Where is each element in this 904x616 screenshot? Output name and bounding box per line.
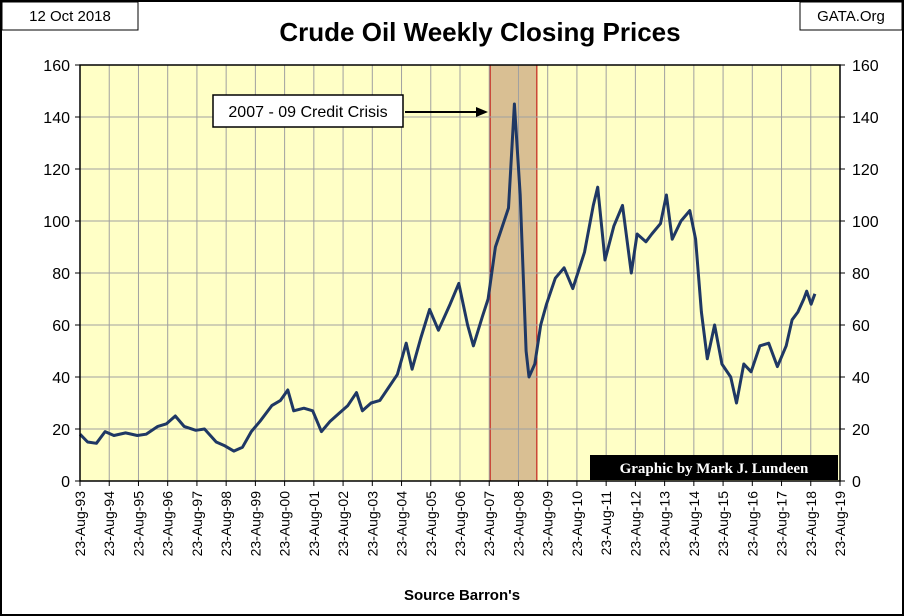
x-tick-label: 23-Aug-99 (247, 491, 263, 557)
y2-tick-label: 80 (852, 266, 870, 283)
y-tick-label: 140 (43, 110, 70, 127)
x-axis-label: Source Barron's (404, 587, 520, 604)
x-tick-label: 23-Aug-96 (160, 491, 176, 557)
x-tick-label: 23-Aug-15 (715, 491, 731, 557)
y2-tick-label: 20 (852, 422, 870, 439)
x-tick-label: 23-Aug-00 (277, 491, 293, 557)
x-tick-label: 23-Aug-11 (598, 491, 614, 556)
x-tick-label: 23-Aug-05 (423, 491, 439, 557)
x-tick-label: 23-Aug-17 (774, 491, 790, 557)
x-tick-label: 23-Aug-18 (803, 491, 819, 557)
plot-border (79, 64, 841, 482)
x-tick-label: 23-Aug-16 (744, 491, 760, 557)
y-tick-label: 120 (43, 162, 70, 179)
x-tick-label: 23-Aug-97 (189, 491, 205, 557)
x-tick-label: 23-Aug-95 (130, 491, 146, 557)
y-tick-label: 80 (52, 266, 70, 283)
x-tick-label: 23-Aug-94 (101, 491, 117, 557)
x-tick-label: 23-Aug-19 (832, 491, 848, 557)
y2-tick-label: 0 (852, 474, 861, 491)
x-tick-label: 23-Aug-02 (335, 491, 351, 557)
x-tick-label: 23-Aug-13 (657, 491, 673, 557)
x-tick-label: 23-Aug-04 (394, 491, 410, 557)
arrow-head (476, 107, 488, 117)
credit-box (590, 455, 838, 480)
x-tick-label: 23-Aug-01 (306, 491, 322, 557)
y-tick-label: 160 (43, 58, 70, 75)
x-tick-label: 23-Aug-03 (364, 491, 380, 557)
x-tick-label: 23-Aug-93 (72, 491, 88, 557)
annotation: 2007 - 09 Credit Crisis (228, 104, 387, 121)
annotation-box (212, 94, 404, 128)
price-line (78, 102, 817, 453)
y2-tick-label: 40 (852, 370, 870, 387)
y2-tick-label: 140 (852, 110, 879, 127)
x-tick-label: 23-Aug-14 (686, 491, 702, 557)
y-tick-label: 100 (43, 214, 70, 231)
x-tick-label: 23-Aug-08 (510, 491, 526, 557)
chart-title: Crude Oil Weekly Closing Prices (279, 17, 680, 47)
site-box (799, 1, 903, 31)
x-tick-label: 23-Aug-09 (540, 491, 556, 557)
y-tick-label: 20 (52, 422, 70, 439)
x-tick-label: 23-Aug-10 (569, 491, 585, 557)
y2-tick-label: 120 (852, 162, 879, 179)
date-box (1, 1, 139, 31)
y-tick-label: 0 (61, 474, 70, 491)
y-tick-label: 60 (52, 318, 70, 335)
credit: Graphic by Mark J. Lundeen (620, 461, 809, 477)
y2-tick-label: 60 (852, 318, 870, 335)
x-tick-label: 23-Aug-06 (452, 491, 468, 557)
x-tick-label: 23-Aug-12 (627, 491, 643, 557)
y-tick-label: 40 (52, 370, 70, 387)
y2-tick-label: 160 (852, 58, 879, 75)
date: 12 Oct 2018 (29, 8, 111, 25)
x-tick-label: 23-Aug-07 (481, 491, 497, 557)
x-tick-label: 23-Aug-98 (218, 491, 234, 557)
source-site: GATA.Org (817, 8, 885, 25)
y2-tick-label: 100 (852, 214, 879, 231)
